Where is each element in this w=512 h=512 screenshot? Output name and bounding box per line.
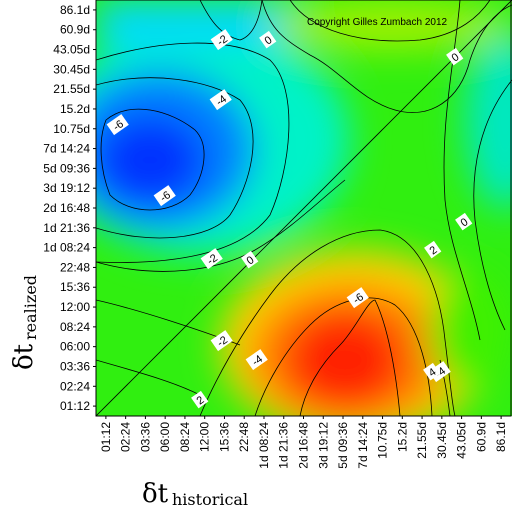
y-axis-ticks: 86.1d 60.9d 43.05d 30.45d 21.55d 15.2d 10.75d 7… [43, 3, 96, 413]
contour-label: -6 [106, 114, 129, 136]
diagonal-line [96, 0, 512, 416]
contour-label: -2 [200, 248, 223, 270]
x-tick-label: 15:36 [217, 422, 231, 452]
y-tick-label: 21.55d [53, 82, 90, 96]
contour-label: -4 [245, 349, 268, 371]
svg-text:0: 0 [263, 34, 275, 47]
y-tick-label: 15:36 [60, 280, 90, 294]
x-tick-label: 86.1d [494, 422, 508, 452]
x-tick-label: 10.75d [376, 422, 390, 459]
x-tick-label: 08:24 [178, 422, 192, 452]
contour-label: 0 [446, 47, 464, 66]
y-tick-label: 7d 14:24 [43, 142, 90, 156]
contour-label: -4 [209, 89, 232, 111]
x-tick-label: 3d 19:12 [316, 422, 330, 469]
contour-label: 0 [259, 30, 277, 49]
y-tick-label: 15.2d [60, 102, 90, 116]
y-tick-label: 08:24 [60, 320, 90, 334]
svg-text:2: 2 [195, 394, 207, 407]
contour-minus6 [100, 108, 205, 211]
contour-zero-mid [96, 179, 346, 272]
contour-label: 2 [424, 240, 442, 259]
y-axis-title: δt realized [9, 275, 40, 370]
contour-zero-top [261, 0, 512, 113]
contour-labels: -2 0-4-6-60-2 00-2-62-4-424 [106, 29, 473, 409]
x-axis-title-sub: historical [172, 490, 248, 509]
y-tick-label: 22:48 [60, 260, 90, 274]
contour-label: -2 [210, 29, 233, 51]
x-axis-ticks: 01:12 02:24 03:36 06:00 08:24 12:00 15:36 22:48… [99, 416, 508, 469]
x-tick-label: 03:36 [138, 422, 152, 452]
x-tick-label: 43.05d [455, 422, 469, 459]
x-tick-label: 02:24 [119, 422, 133, 452]
contour-label: -2 [210, 330, 233, 352]
y-tick-label: 10.75d [53, 122, 90, 136]
x-tick-label: 22:48 [237, 422, 251, 452]
contour-six [299, 299, 401, 416]
x-tick-label: 01:12 [99, 422, 113, 452]
contour-label: 0 [241, 250, 259, 269]
y-tick-label: 43.05d [53, 43, 90, 57]
contour-two [199, 229, 456, 416]
y-tick-label: 02:24 [60, 379, 90, 393]
contour-label: -6 [153, 185, 176, 207]
contour-minus2-top [199, 0, 263, 41]
contour-label: 0 [455, 212, 473, 231]
x-tick-label: 7d 14:24 [356, 422, 370, 469]
contour-minus4 [96, 77, 254, 239]
y-tick-label: 01:12 [60, 399, 90, 413]
x-tick-label: 2d 16:48 [297, 422, 311, 469]
contour-minus2 [96, 42, 290, 263]
contour-label: 2 [191, 390, 209, 409]
x-tick-label: 21.55d [415, 422, 429, 459]
contour-minus4-low [96, 359, 201, 396]
x-tick-label: 1d 21:36 [277, 422, 291, 469]
contour-zero-top2 [289, 0, 491, 42]
x-tick-label: 30.45d [435, 422, 449, 459]
x-tick-label: 1d 08:24 [257, 422, 271, 469]
y-tick-label: 30.45d [53, 62, 90, 76]
y-tick-label: 1d 08:24 [43, 241, 90, 255]
contour-label: 4 [423, 362, 441, 381]
x-tick-label: 12:00 [198, 422, 212, 452]
x-tick-label: 60.9d [474, 422, 488, 452]
y-tick-label: 1d 21:36 [43, 221, 90, 235]
copyright-annotation: Copyright Gilles Zumbach 2012 [307, 17, 448, 28]
x-axis-title-main: δt [142, 479, 169, 509]
y-tick-label: 3d 19:12 [43, 181, 90, 195]
x-axis-title: δt historical [142, 479, 248, 509]
x-tick-label: 15.2d [395, 422, 409, 452]
y-tick-label: 2d 16:48 [43, 201, 90, 215]
y-tick-label: 12:00 [60, 300, 90, 314]
svg-text:2: 2 [428, 244, 440, 257]
y-tick-label: 5d 09:36 [43, 161, 90, 175]
x-tick-label: 5d 09:36 [336, 422, 350, 469]
y-tick-label: 60.9d [60, 23, 90, 37]
y-tick-label: 03:36 [60, 359, 90, 373]
svg-text:0: 0 [245, 254, 257, 267]
x-tick-label: 06:00 [158, 422, 172, 452]
svg-text:4: 4 [427, 366, 439, 379]
y-tick-label: 06:00 [60, 340, 90, 354]
y-tick-label: 86.1d [60, 3, 90, 17]
contour-label: -6 [346, 287, 369, 309]
svg-text:0: 0 [450, 51, 462, 64]
y-axis-title-main: δt [9, 343, 39, 370]
contour-zero-right [473, 79, 512, 331]
y-axis-title-sub: realized [21, 275, 40, 340]
svg-text:0: 0 [459, 216, 471, 229]
